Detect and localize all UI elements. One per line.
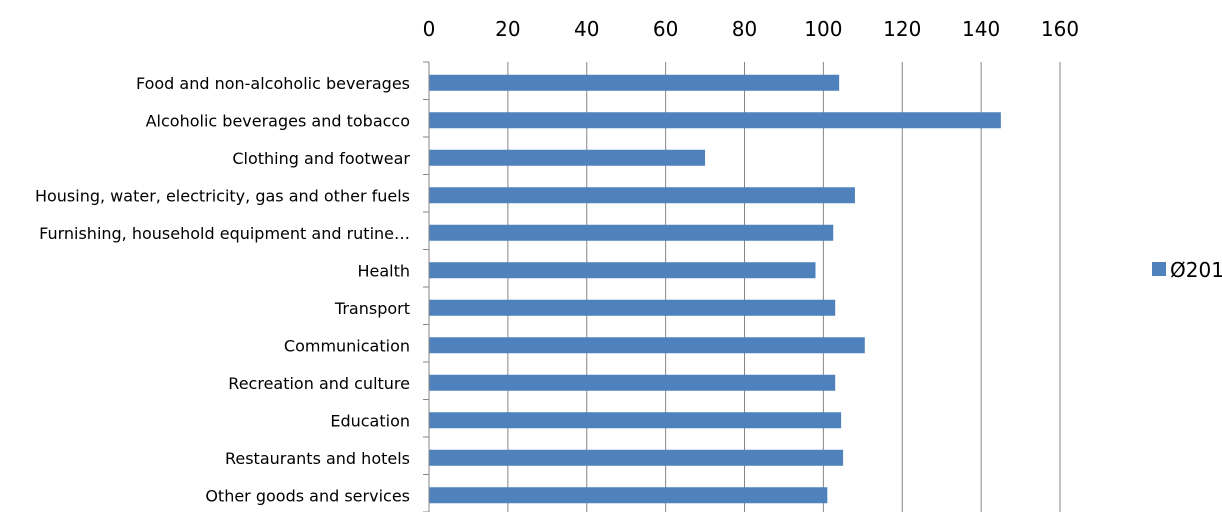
bar (429, 487, 828, 504)
category-label: Communication (284, 336, 410, 355)
bar (429, 412, 842, 429)
bar (429, 262, 816, 279)
bar (429, 74, 840, 91)
bar (429, 374, 836, 391)
x-tick-label: 40 (574, 17, 599, 41)
category-label: Alcoholic beverages and tobacco (146, 111, 410, 130)
y-axis (423, 61, 430, 513)
category-label: Recreation and culture (228, 374, 410, 393)
gridlines (507, 62, 1061, 512)
bar (429, 149, 706, 166)
x-tick-label: 140 (962, 17, 1000, 41)
category-label: Furnishing, household equipment and ruti… (39, 224, 410, 243)
category-label: Restaurants and hotels (225, 449, 410, 468)
bar (429, 187, 855, 204)
x-tick-label: 0 (423, 17, 436, 41)
category-label: Housing, water, electricity, gas and oth… (35, 186, 410, 205)
x-tick-label: 20 (495, 17, 520, 41)
category-label: Health (357, 261, 410, 280)
x-tick-label: 160 (1041, 17, 1079, 41)
bar (429, 112, 1001, 129)
x-tick-label: 60 (653, 17, 678, 41)
legend: Ø2015 (1152, 258, 1222, 282)
x-tick-labels: 0 20 40 60 80 100 120 140 160 (423, 17, 1079, 41)
bar (429, 449, 844, 466)
category-label: Transport (334, 299, 410, 318)
legend-swatch (1152, 262, 1166, 276)
category-label: Education (330, 411, 410, 430)
x-tick-label: 80 (732, 17, 757, 41)
legend-label: Ø2015 (1170, 258, 1222, 282)
bars (429, 74, 1001, 504)
bar (429, 337, 865, 354)
category-label: Food and non-alcoholic beverages (136, 74, 410, 93)
category-label: Other goods and services (205, 486, 410, 505)
bar (429, 224, 834, 241)
category-label: Clothing and footwear (232, 149, 410, 168)
bar (429, 299, 836, 316)
x-tick-label: 120 (883, 17, 921, 41)
category-labels: Food and non-alcoholic beverages Alcoholi… (35, 74, 410, 506)
x-tick-label: 100 (804, 17, 842, 41)
